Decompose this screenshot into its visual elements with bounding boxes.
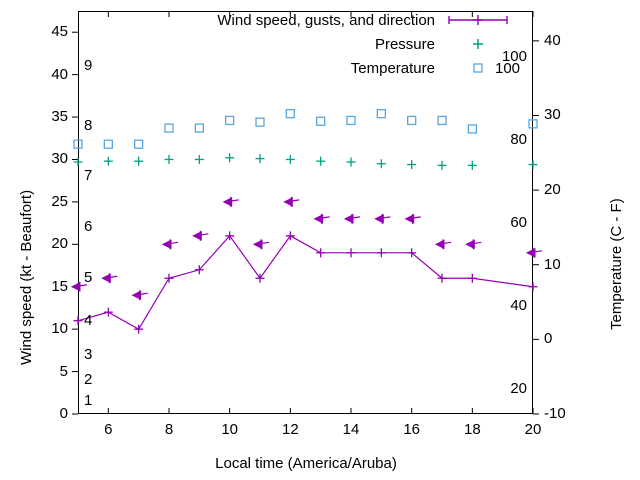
legend-key-pressure: [445, 36, 531, 52]
x-tick-label: 12: [281, 421, 299, 438]
y-tick-label: 40: [51, 65, 68, 83]
y2-axis-title: Temperature (C - F): [608, 198, 625, 330]
legend-extra-temperature: 100: [495, 59, 521, 77]
y2-fahrenheit-tick-label: 20: [510, 380, 527, 398]
x-tick-label: 14: [342, 421, 360, 438]
wind-speed-series: [73, 231, 538, 334]
y2-celsius-tick-label: 10: [544, 255, 561, 273]
y2-fahrenheit-tick-label: 80: [510, 131, 527, 149]
x-tick-label: 8: [164, 421, 174, 438]
y2-celsius-tick-label: 30: [544, 106, 561, 124]
beaufort-label: 9: [84, 57, 93, 75]
legend-label-pressure: Pressure: [374, 35, 435, 53]
y-axis-title: Wind speed (kt - Beaufort): [18, 189, 35, 365]
chart-legend: Wind speed, gusts, and direction Pressur…: [213, 8, 531, 80]
beaufort-label: 2: [84, 371, 93, 389]
legend-key-wind: [445, 12, 531, 28]
x-tick-label: 16: [403, 421, 420, 438]
y-tick-label: 25: [51, 192, 68, 210]
y-tick-label: 35: [51, 108, 68, 126]
y-tick-label: 15: [51, 277, 68, 295]
legend-label-wind: Wind speed, gusts, and direction: [217, 11, 435, 29]
legend-label-temperature: Temperature: [350, 59, 435, 77]
temperature-series: [73, 109, 538, 149]
y2-celsius-tick-label: 20: [544, 181, 561, 199]
legend-item-pressure: Pressure: [213, 32, 531, 56]
beaufort-label: 4: [84, 311, 93, 329]
legend-square-icon: [473, 63, 483, 73]
beaufort-label: 5: [84, 269, 93, 287]
y-tick-label: 45: [51, 23, 68, 41]
y2-celsius-tick-label: 0: [544, 330, 553, 348]
y2-celsius-tick-label: -10: [544, 405, 566, 422]
beaufort-label: 7: [84, 167, 93, 185]
legend-line-plus-icon: [448, 15, 508, 25]
y-tick-label: 10: [51, 320, 68, 338]
pressure-series: [73, 153, 538, 170]
beaufort-label: 3: [84, 345, 93, 363]
y-tick-label: 30: [51, 150, 68, 168]
y2-fahrenheit-tick-label: 100: [501, 48, 527, 66]
gust-direction-series: [70, 196, 543, 301]
y2-fahrenheit-tick-label: 40: [510, 297, 527, 315]
x-tick-label: 20: [524, 421, 542, 438]
beaufort-label: 6: [84, 218, 93, 236]
x-axis-title: Local time (America/Aruba): [215, 455, 397, 472]
y-tick-label: 0: [59, 405, 68, 422]
legend-item-wind: Wind speed, gusts, and direction: [213, 8, 531, 32]
x-tick-label: 6: [104, 421, 113, 438]
x-tick-label: 18: [463, 421, 481, 438]
y-tick-label: 20: [51, 235, 68, 253]
y2-celsius-tick-label: 40: [544, 31, 561, 49]
y-tick-label: 5: [59, 362, 68, 380]
y2-fahrenheit-tick-label: 60: [510, 214, 527, 232]
plot-area-frame: [78, 11, 533, 414]
x-tick-label: 10: [221, 421, 238, 438]
beaufort-label: 1: [84, 392, 93, 410]
legend-key-temperature: 100: [445, 60, 531, 77]
legend-plus-icon: [473, 39, 483, 49]
axis-ticks: [72, 11, 539, 415]
beaufort-label: 8: [84, 116, 93, 134]
legend-item-temperature: Temperature 100: [213, 56, 531, 80]
